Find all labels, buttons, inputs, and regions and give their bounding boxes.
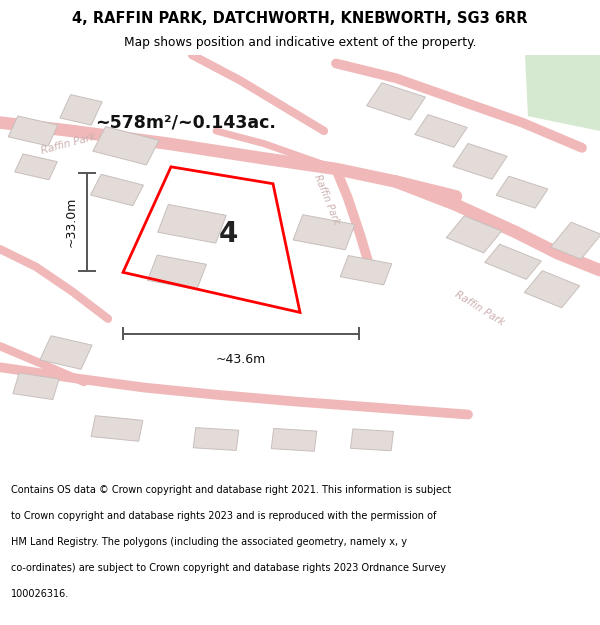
Text: co-ordinates) are subject to Crown copyright and database rights 2023 Ordnance S: co-ordinates) are subject to Crown copyr…	[11, 563, 446, 573]
Bar	[93, 127, 159, 165]
Bar	[193, 428, 239, 451]
Bar	[40, 336, 92, 369]
Bar	[293, 215, 355, 250]
Bar	[415, 114, 467, 148]
Bar	[524, 271, 580, 308]
Text: ~578m²/~0.143ac.: ~578m²/~0.143ac.	[95, 114, 277, 131]
Bar	[91, 174, 143, 206]
Text: 4: 4	[219, 220, 238, 248]
Text: HM Land Registry. The polygons (including the associated geometry, namely x, y: HM Land Registry. The polygons (includin…	[11, 537, 407, 547]
Bar	[551, 222, 600, 259]
Text: to Crown copyright and database rights 2023 and is reproduced with the permissio: to Crown copyright and database rights 2…	[11, 511, 436, 521]
Bar	[350, 429, 394, 451]
Text: ~43.6m: ~43.6m	[216, 352, 266, 366]
Polygon shape	[525, 55, 600, 131]
Text: ~33.0m: ~33.0m	[65, 197, 78, 248]
Bar	[13, 373, 59, 399]
Bar	[148, 255, 206, 289]
Bar	[158, 204, 226, 243]
Text: 4, RAFFIN PARK, DATCHWORTH, KNEBWORTH, SG3 6RR: 4, RAFFIN PARK, DATCHWORTH, KNEBWORTH, S…	[72, 11, 528, 26]
Text: Map shows position and indicative extent of the property.: Map shows position and indicative extent…	[124, 36, 476, 49]
Bar	[91, 416, 143, 441]
Bar	[485, 244, 541, 279]
Bar	[15, 154, 57, 180]
Text: 100026316.: 100026316.	[11, 589, 69, 599]
Bar	[496, 176, 548, 208]
Bar	[367, 82, 425, 120]
Bar	[340, 256, 392, 285]
Bar	[446, 216, 502, 253]
Bar	[60, 94, 102, 125]
Bar	[8, 116, 58, 146]
Text: Raffin Park: Raffin Park	[313, 173, 341, 226]
Text: Raffin Park: Raffin Park	[40, 131, 98, 156]
Bar	[453, 144, 507, 179]
Text: Raffin Park: Raffin Park	[454, 289, 506, 328]
Text: Contains OS data © Crown copyright and database right 2021. This information is : Contains OS data © Crown copyright and d…	[11, 485, 451, 495]
Bar	[271, 429, 317, 451]
